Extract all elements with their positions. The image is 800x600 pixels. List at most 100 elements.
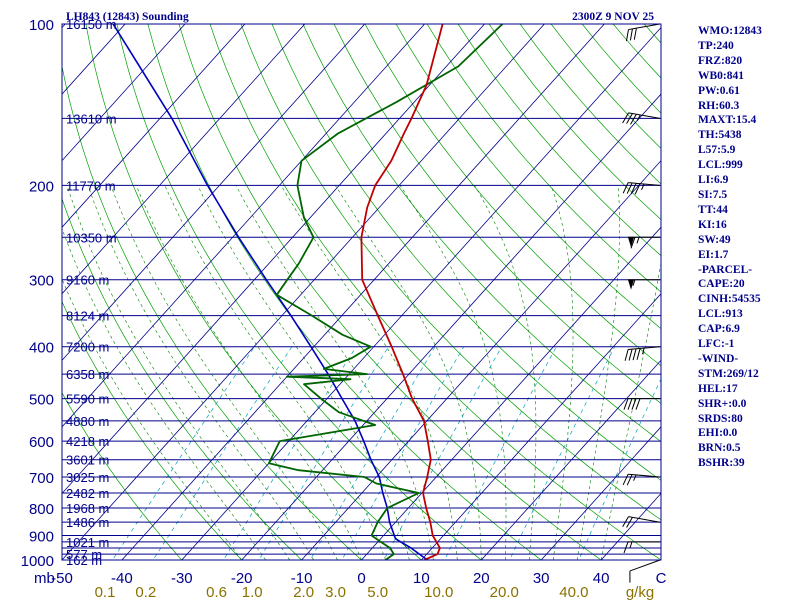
- sounding-indices: WMO:12843 TP:240 FRZ:820 WB0:841 PW:0.61 RH:6…: [698, 24, 798, 471]
- height-label: 9160 m: [66, 273, 109, 288]
- mixing-ratio-line: [152, 346, 293, 560]
- wind-barb-full: [626, 182, 633, 194]
- height-label: 1968 m: [66, 501, 109, 516]
- valid-time: 2300Z 9 NOV 25: [572, 11, 654, 23]
- isotherm: [62, 24, 66, 29]
- wind-barb-full: [631, 398, 637, 410]
- pressure-tick-label: 600: [29, 434, 54, 451]
- index-item: BRN:0.5: [698, 442, 741, 455]
- isotherm: [62, 24, 246, 228]
- isotherm: [540, 426, 661, 560]
- isotherm: [62, 24, 366, 361]
- index-item: LCL:999: [698, 159, 743, 172]
- height-label: 6358 m: [66, 367, 109, 382]
- index-item: STM:269/12: [698, 367, 759, 380]
- wind-barb-half: [636, 114, 641, 121]
- wind-barb-staff: [628, 346, 661, 350]
- wind-barb-full: [635, 398, 641, 410]
- mixing-ratio-line: [112, 346, 255, 560]
- temperature-tick-label: -40: [111, 570, 133, 587]
- wind-barb-half: [641, 183, 645, 191]
- temperature-line: [360, 24, 444, 560]
- mixing-ratio-line: [578, 378, 661, 560]
- index-item: EHI:0.0: [698, 427, 738, 440]
- wind-barb-full: [623, 398, 629, 410]
- isotherm: [480, 359, 661, 560]
- mixing-ratio-label: 0.2: [135, 584, 156, 600]
- index-item: SI:7.5: [698, 188, 728, 201]
- mixing-ratio-label: 40.0: [559, 584, 588, 600]
- isotherm: [241, 93, 661, 560]
- moist-adiabat: [110, 185, 338, 560]
- temperature-tick-label: 10: [413, 570, 430, 587]
- mixing-ratio-label: 0.6: [206, 584, 227, 600]
- wind-barb-full: [622, 473, 629, 486]
- wind-barb-full: [632, 348, 637, 361]
- index-item: BSHR:39: [698, 457, 745, 470]
- pressure-tick-label: 200: [29, 178, 54, 195]
- height-label: 5590 m: [66, 392, 109, 407]
- wind-barb-full: [622, 112, 629, 124]
- mixing-ratio-line: [341, 346, 465, 560]
- wind-barb-full: [634, 183, 641, 195]
- wind-barb-staff: [629, 559, 661, 572]
- dry-adiabat: [62, 197, 303, 560]
- moist-adiabat: [576, 185, 620, 560]
- index-item: -WIND-: [698, 352, 739, 365]
- wind-barb-pennant: [628, 279, 634, 290]
- wind-barb-full: [626, 474, 633, 486]
- wind-barb-full: [625, 29, 629, 42]
- index-item: L57:5.9: [698, 144, 736, 157]
- wind-barb-staff: [628, 112, 661, 119]
- dry-adiabat: [333, 24, 661, 404]
- wind-barb: [622, 473, 661, 486]
- wind-barb-full: [628, 349, 633, 361]
- pressure-tick-label: 700: [29, 470, 54, 487]
- dry-adiabat: [395, 24, 661, 330]
- wind-barb-full: [633, 28, 637, 40]
- height-label: 7200 m: [66, 340, 109, 355]
- wind-barb-full: [630, 237, 636, 249]
- temperature-tick-label: -50: [51, 570, 73, 587]
- mixing-ratio-label: 2.0: [293, 584, 314, 600]
- height-label: 4880 m: [66, 414, 109, 429]
- height-label: 3601 m: [66, 453, 109, 468]
- temperature-tick-label: 30: [533, 570, 550, 587]
- wind-barb-full: [630, 113, 637, 125]
- wind-barb-staff: [628, 23, 661, 31]
- moist-adiabat: [399, 185, 507, 560]
- index-item: WMO:12843: [698, 25, 762, 37]
- mixing-ratio-label: 0.1: [95, 584, 116, 600]
- index-item: PW:0.61: [698, 84, 740, 97]
- wind-barb-staff: [628, 516, 661, 523]
- wind-barb-full: [626, 113, 633, 124]
- height-label: 577 m: [66, 547, 102, 562]
- wind-barb: [628, 236, 660, 249]
- isotherm: [62, 24, 486, 495]
- index-item: TT:44: [698, 203, 728, 216]
- dry-adiabat: [457, 24, 661, 257]
- mixing-ratio-label: 10.0: [424, 584, 453, 600]
- index-item: -PARCEL-: [698, 263, 753, 276]
- wind-barb-half: [633, 474, 637, 481]
- height-label: 1021 m: [66, 535, 109, 550]
- wind-barb-full: [627, 398, 633, 410]
- wind-barb-staff: [628, 182, 661, 186]
- dry-adiabat: [85, 24, 422, 560]
- index-item: KI:16: [698, 218, 727, 231]
- wind-barb-full: [623, 541, 629, 554]
- dry-adiabat: [240, 24, 661, 521]
- index-item: CINH:54535: [698, 293, 761, 306]
- isotherm: [301, 160, 661, 560]
- wind-barb-full: [624, 349, 629, 361]
- index-item: CAPE:20: [698, 278, 745, 291]
- temperature-tick-label: 0: [357, 570, 365, 587]
- moist-adiabat: [87, 185, 314, 560]
- moist-adiabat: [197, 185, 410, 560]
- wind-barb-full: [626, 517, 633, 528]
- isotherm: [181, 26, 661, 560]
- index-item: FRZ:820: [698, 54, 743, 67]
- wind-barb: [625, 23, 661, 42]
- dry-adiabat: [62, 392, 183, 560]
